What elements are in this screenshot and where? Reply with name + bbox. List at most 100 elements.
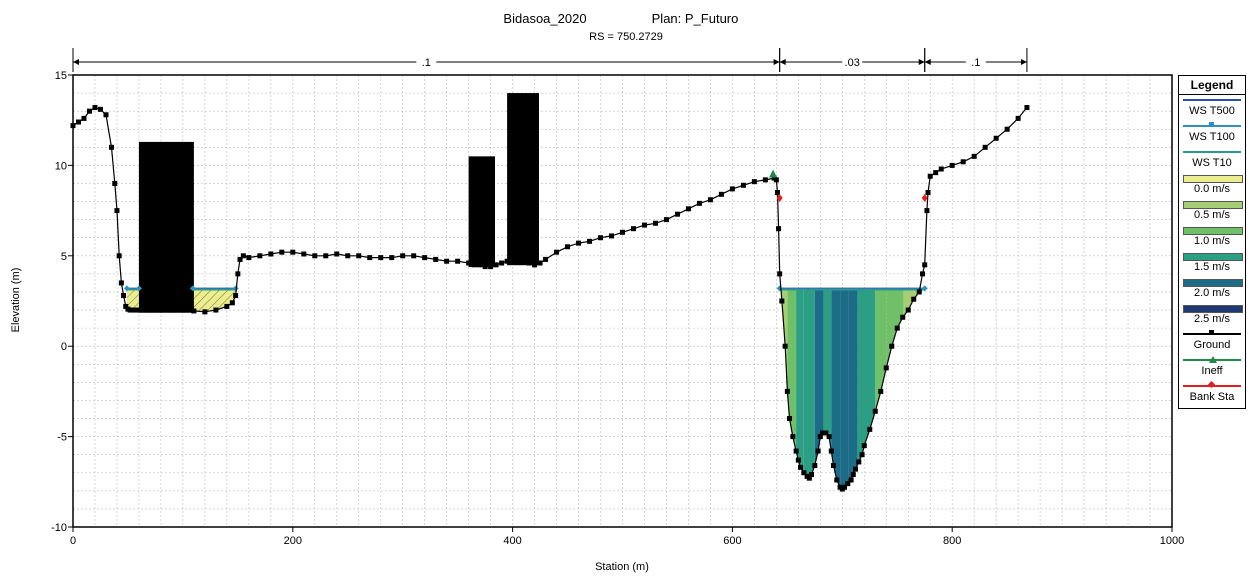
ground-point xyxy=(246,255,252,261)
ground-point xyxy=(859,452,865,458)
y-tick-label: -10 xyxy=(51,522,67,534)
ground-point xyxy=(920,271,926,277)
ground-point xyxy=(834,477,840,483)
ground-point xyxy=(729,186,735,192)
ground-point xyxy=(108,144,114,150)
ground-point xyxy=(75,119,81,125)
ground-point xyxy=(587,238,593,244)
ground-point xyxy=(169,307,175,313)
ground-point xyxy=(856,459,862,465)
legend-swatch xyxy=(1183,175,1243,183)
ground-point xyxy=(685,206,691,212)
water-surface-marker xyxy=(189,285,196,292)
ground-point xyxy=(949,162,955,168)
ground-point xyxy=(663,217,669,223)
ground-point xyxy=(482,264,488,270)
ground-point xyxy=(924,208,930,214)
ground-point xyxy=(116,253,122,259)
ground-point xyxy=(872,408,878,414)
y-axis-label: Elevation (m) xyxy=(10,268,22,333)
legend-label: 0.5 m/s xyxy=(1193,209,1231,221)
ground-point xyxy=(850,472,856,478)
ground-point xyxy=(878,388,884,394)
ground-point xyxy=(911,296,917,302)
velocity-strip xyxy=(814,288,824,466)
velocity-strip xyxy=(823,288,832,452)
ground-point xyxy=(815,448,821,454)
x-tick-label: 0 xyxy=(70,535,76,547)
blocked-obstruction xyxy=(507,93,539,266)
ground-point xyxy=(92,105,98,111)
mannings-arrow xyxy=(73,59,79,65)
chart-title: Bidasoa_2020 xyxy=(503,11,586,26)
ground-point xyxy=(103,112,109,118)
ground-point xyxy=(809,472,815,478)
ground-point xyxy=(598,235,604,241)
ground-point xyxy=(831,463,837,469)
ground-point xyxy=(773,177,779,183)
mannings-arrow xyxy=(773,59,780,65)
ground-point xyxy=(916,289,922,295)
legend-label: Bank Sta xyxy=(1189,391,1235,403)
mannings-arrow xyxy=(918,59,925,65)
ground-point xyxy=(922,262,928,268)
ground-point xyxy=(718,191,724,197)
ground-point xyxy=(97,106,103,112)
bank-station-marker xyxy=(776,193,783,202)
ground-point xyxy=(257,253,263,259)
ground-point xyxy=(510,256,516,262)
ground-point xyxy=(191,308,197,314)
ground-point xyxy=(389,255,395,261)
mannings-arrow xyxy=(1020,59,1027,65)
ground-point xyxy=(312,253,318,259)
ground-point xyxy=(81,115,87,121)
plan-name: Plan: P_Futuro xyxy=(652,11,739,26)
ground-point xyxy=(378,255,384,261)
ground-point xyxy=(279,249,285,255)
ground-point xyxy=(762,177,768,183)
ground-point xyxy=(488,264,494,270)
legend-marker xyxy=(1209,122,1214,127)
y-tick-label: 0 xyxy=(61,341,67,353)
ground-point xyxy=(861,443,867,449)
ground-point xyxy=(466,260,472,266)
ground-point xyxy=(883,365,889,371)
ground-point xyxy=(927,173,933,179)
ground-point xyxy=(532,262,538,268)
ground-point xyxy=(112,180,118,186)
ground-point xyxy=(812,463,818,469)
y-tick-label: 10 xyxy=(55,160,67,172)
ground-point xyxy=(499,260,505,266)
mannings-arrow xyxy=(779,59,786,65)
ground-point xyxy=(938,166,944,172)
legend-marker xyxy=(1209,330,1214,335)
ground-point xyxy=(123,303,129,309)
ground-point xyxy=(237,256,243,262)
x-tick-label: 200 xyxy=(284,535,302,547)
ground-point xyxy=(526,260,532,266)
ground-point xyxy=(774,190,780,196)
ground-point xyxy=(202,309,208,315)
velocity-strip xyxy=(840,288,849,489)
ground-point xyxy=(620,229,625,235)
legend: Legend WS T500 WS T100 WS T10 0.0 m/s 0.5 m/… xyxy=(1178,75,1246,409)
ground-point xyxy=(1015,115,1021,121)
ground-point xyxy=(471,262,477,268)
ground-point xyxy=(790,434,796,440)
ground-point xyxy=(960,159,966,165)
ground-point xyxy=(925,190,931,196)
ground-point xyxy=(180,307,186,313)
ground-point xyxy=(477,262,483,268)
ground-point xyxy=(828,448,834,454)
legend-label: 2.0 m/s xyxy=(1193,287,1231,299)
ground-point xyxy=(521,258,527,264)
blocked-obstruction xyxy=(138,141,194,313)
x-tick-label: 1000 xyxy=(1160,535,1184,547)
grid xyxy=(72,74,1173,528)
ground-point xyxy=(889,343,895,349)
ground-point xyxy=(993,135,999,141)
ground-point xyxy=(841,484,847,490)
water-surface-marker xyxy=(135,285,142,292)
ground-point xyxy=(1004,126,1010,132)
ground-point xyxy=(356,253,362,259)
